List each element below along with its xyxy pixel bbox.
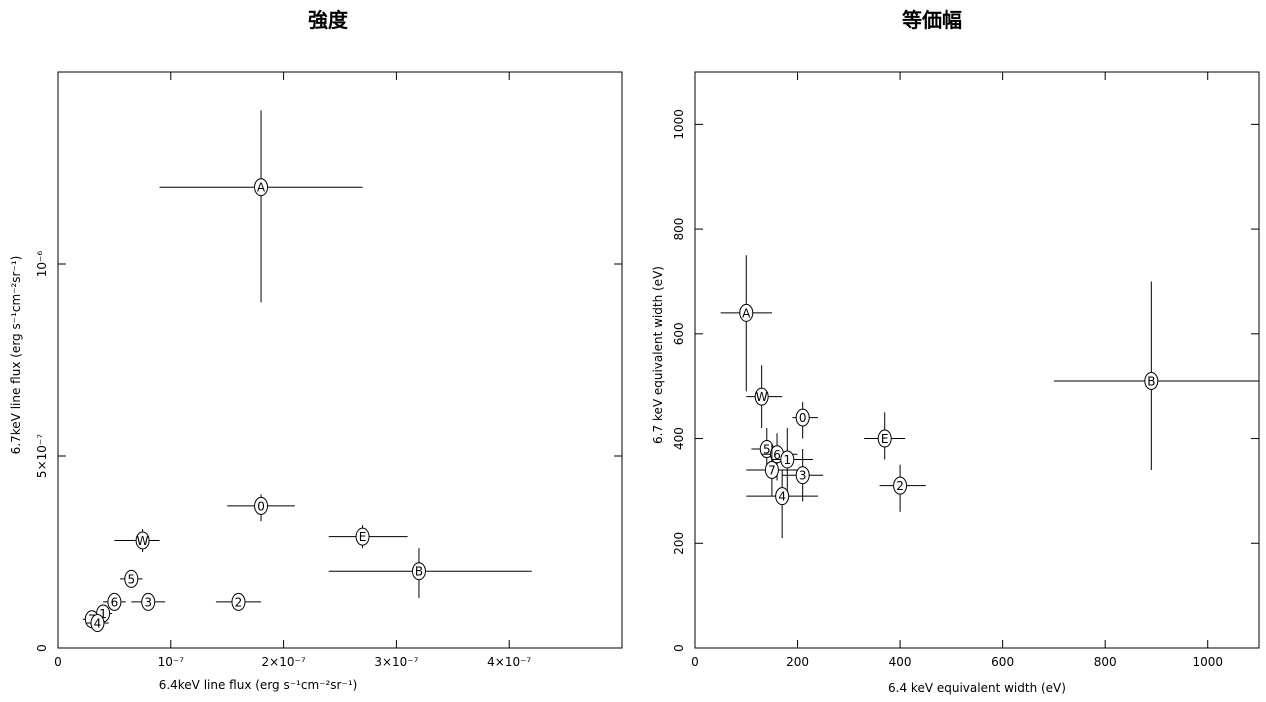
- equivalent-width-x-axis-label: 6.4 keV equivalent width (eV): [888, 681, 1066, 695]
- intensity-point-label: 1: [99, 607, 107, 621]
- equivalent-width-point-marker: [1144, 371, 1159, 390]
- intensity-point-label: A: [257, 181, 266, 195]
- intensity-x-tick-label: 0: [54, 655, 62, 669]
- equivalent-width-point-label: 0: [799, 411, 807, 425]
- intensity-point-marker: [107, 592, 122, 611]
- equivalent-width-point-marker: [764, 460, 779, 479]
- equivalent-width-plot-frame: [694, 71, 1260, 649]
- intensity-point-marker: [254, 178, 269, 197]
- equivalent-width-point-marker: [754, 387, 769, 406]
- intensity-point-5: 5: [120, 569, 143, 588]
- equivalent-width-point-2: 2: [879, 464, 926, 512]
- equivalent-width-point-label: 1: [783, 453, 791, 467]
- intensity-point-label: 3: [144, 595, 152, 609]
- intensity-point-label: W: [137, 534, 149, 548]
- equivalent-width-point-1: 1: [771, 428, 813, 491]
- equivalent-width-point-E: E: [864, 412, 906, 460]
- equivalent-width-point-label: B: [1147, 374, 1155, 388]
- equivalent-width-point-W: W: [746, 365, 783, 429]
- equivalent-width-x-tick-label: 400: [889, 655, 912, 669]
- intensity-point-marker: [411, 562, 426, 581]
- equivalent-width-point-marker: [775, 487, 790, 506]
- intensity-point-4: 4: [86, 614, 109, 633]
- equivalent-width-x-tick-label: 200: [786, 655, 809, 669]
- equivalent-width-point-3: 3: [782, 449, 824, 502]
- equivalent-width-point-marker: [739, 303, 754, 322]
- intensity-point-3: 3: [131, 592, 166, 611]
- intensity-y-tick-label: 0: [35, 644, 49, 652]
- intensity-point-marker: [254, 496, 269, 515]
- equivalent-width-point-marker: [795, 466, 810, 485]
- equivalent-width-point-5: 5: [751, 428, 783, 470]
- intensity-x-tick-label: 2×10⁻⁷: [262, 655, 306, 669]
- intensity-panel-title: 強度: [308, 8, 349, 32]
- intensity-point-marker: [141, 592, 156, 611]
- intensity-ticks: 0 10⁻⁷ 2×10⁻⁷ 3×10⁻⁷ 4×10⁻⁷ 0 5×10⁻⁷ 10⁻⁶: [35, 72, 622, 669]
- intensity-point-marker: [124, 569, 139, 588]
- equivalent-width-point-label: 5: [763, 443, 771, 457]
- equivalent-width-y-tick-label: 400: [672, 427, 686, 450]
- intensity-point-6: 6: [103, 592, 126, 611]
- intensity-point-label: 5: [127, 572, 135, 586]
- intensity-point-label: 2: [235, 595, 243, 609]
- equivalent-width-point-0: 0: [792, 401, 819, 439]
- intensity-point-E: E: [328, 525, 408, 549]
- equivalent-width-point-B: B: [1053, 281, 1259, 470]
- intensity-point-marker: [135, 531, 150, 550]
- equivalent-width-point-label: 3: [799, 469, 807, 483]
- equivalent-width-panel: 等価幅 0 200 400 600 800 1000 0 200 400 600 800 1000 A…: [651, 8, 1260, 695]
- intensity-point-marker: [90, 614, 105, 633]
- intensity-x-tick-label: 10⁻⁷: [158, 655, 185, 669]
- equivalent-width-x-tick-label: 1000: [1192, 655, 1223, 669]
- intensity-x-tick-label: 4×10⁻⁷: [487, 655, 531, 669]
- intensity-point-label: B: [415, 565, 423, 579]
- equivalent-width-y-tick-label: 800: [672, 218, 686, 241]
- equivalent-width-point-label: 6: [773, 448, 781, 462]
- intensity-panel: 強度 0 10⁻⁷ 2×10⁻⁷ 3×10⁻⁷ 4×10⁻⁷05×10⁻⁷10⁻⁶ A0…: [9, 8, 623, 692]
- intensity-y-axis-label: 6.7keV line flux (erg s⁻¹cm⁻²sr⁻¹): [9, 256, 23, 455]
- intensity-point-label: 4: [94, 617, 102, 631]
- equivalent-width-y-tick-label: 200: [672, 532, 686, 555]
- intensity-point-label: 6: [111, 595, 119, 609]
- intensity-x-axis-label: 6.4keV line flux (erg s⁻¹cm⁻²sr⁻¹): [159, 678, 358, 692]
- intensity-point-A: A: [159, 110, 363, 303]
- equivalent-width-x-tick-label: 600: [991, 655, 1014, 669]
- intensity-point-W: W: [114, 528, 160, 552]
- equivalent-width-x-tick-label: 0: [691, 655, 699, 669]
- equivalent-width-x-tick-label: 800: [1094, 655, 1117, 669]
- intensity-point-label: E: [359, 530, 367, 544]
- equivalent-width-point-marker: [780, 450, 795, 469]
- intensity-point-label: 0: [257, 499, 265, 513]
- equivalent-width-y-axis-label: 6.7 keV equivalent width (eV): [651, 266, 665, 444]
- equivalent-width-point-label: 4: [778, 490, 786, 504]
- intensity-y-tick-label: 10⁻⁶: [35, 251, 49, 278]
- equivalent-width-point-label: E: [881, 432, 889, 446]
- equivalent-width-point-label: W: [756, 390, 768, 404]
- intensity-plot-frame: [57, 71, 623, 649]
- equivalent-width-y-tick-label: 1000: [672, 109, 686, 140]
- intensity-y-tick-label: 5×10⁻⁷: [35, 434, 49, 478]
- equivalent-width-point-4: 4: [746, 469, 819, 539]
- intensity-points: A0EBW5632174: [82, 110, 532, 633]
- intensity-point-B: B: [328, 548, 532, 599]
- equivalent-width-point-marker: [877, 429, 892, 448]
- equivalent-width-y-tick-label: 600: [672, 322, 686, 345]
- equivalent-width-point-label: 7: [768, 463, 776, 477]
- intensity-point-0: 0: [227, 494, 295, 522]
- equivalent-width-points: A W 0 E B 5 6 17 3 2 4: [720, 255, 1259, 539]
- equivalent-width-ticks: 0 200 400 600 800 1000 0 200 400 600 800 1000: [672, 72, 1259, 669]
- intensity-x-tick-label: 3×10⁻⁷: [374, 655, 418, 669]
- equivalent-width-point-marker: [795, 408, 810, 427]
- equivalent-width-point-marker: [893, 476, 908, 495]
- intensity-point-2: 2: [215, 592, 262, 611]
- equivalent-width-panel-title: 等価幅: [902, 8, 962, 32]
- equivalent-width-point-7: 7: [746, 443, 798, 497]
- equivalent-width-y-tick-label: 0: [672, 644, 686, 652]
- equivalent-width-point-label: 2: [896, 479, 904, 493]
- intensity-point-marker: [355, 527, 370, 546]
- equivalent-width-point-A: A: [720, 255, 772, 392]
- equivalent-width-point-label: A: [742, 306, 751, 320]
- intensity-point-marker: [231, 592, 246, 611]
